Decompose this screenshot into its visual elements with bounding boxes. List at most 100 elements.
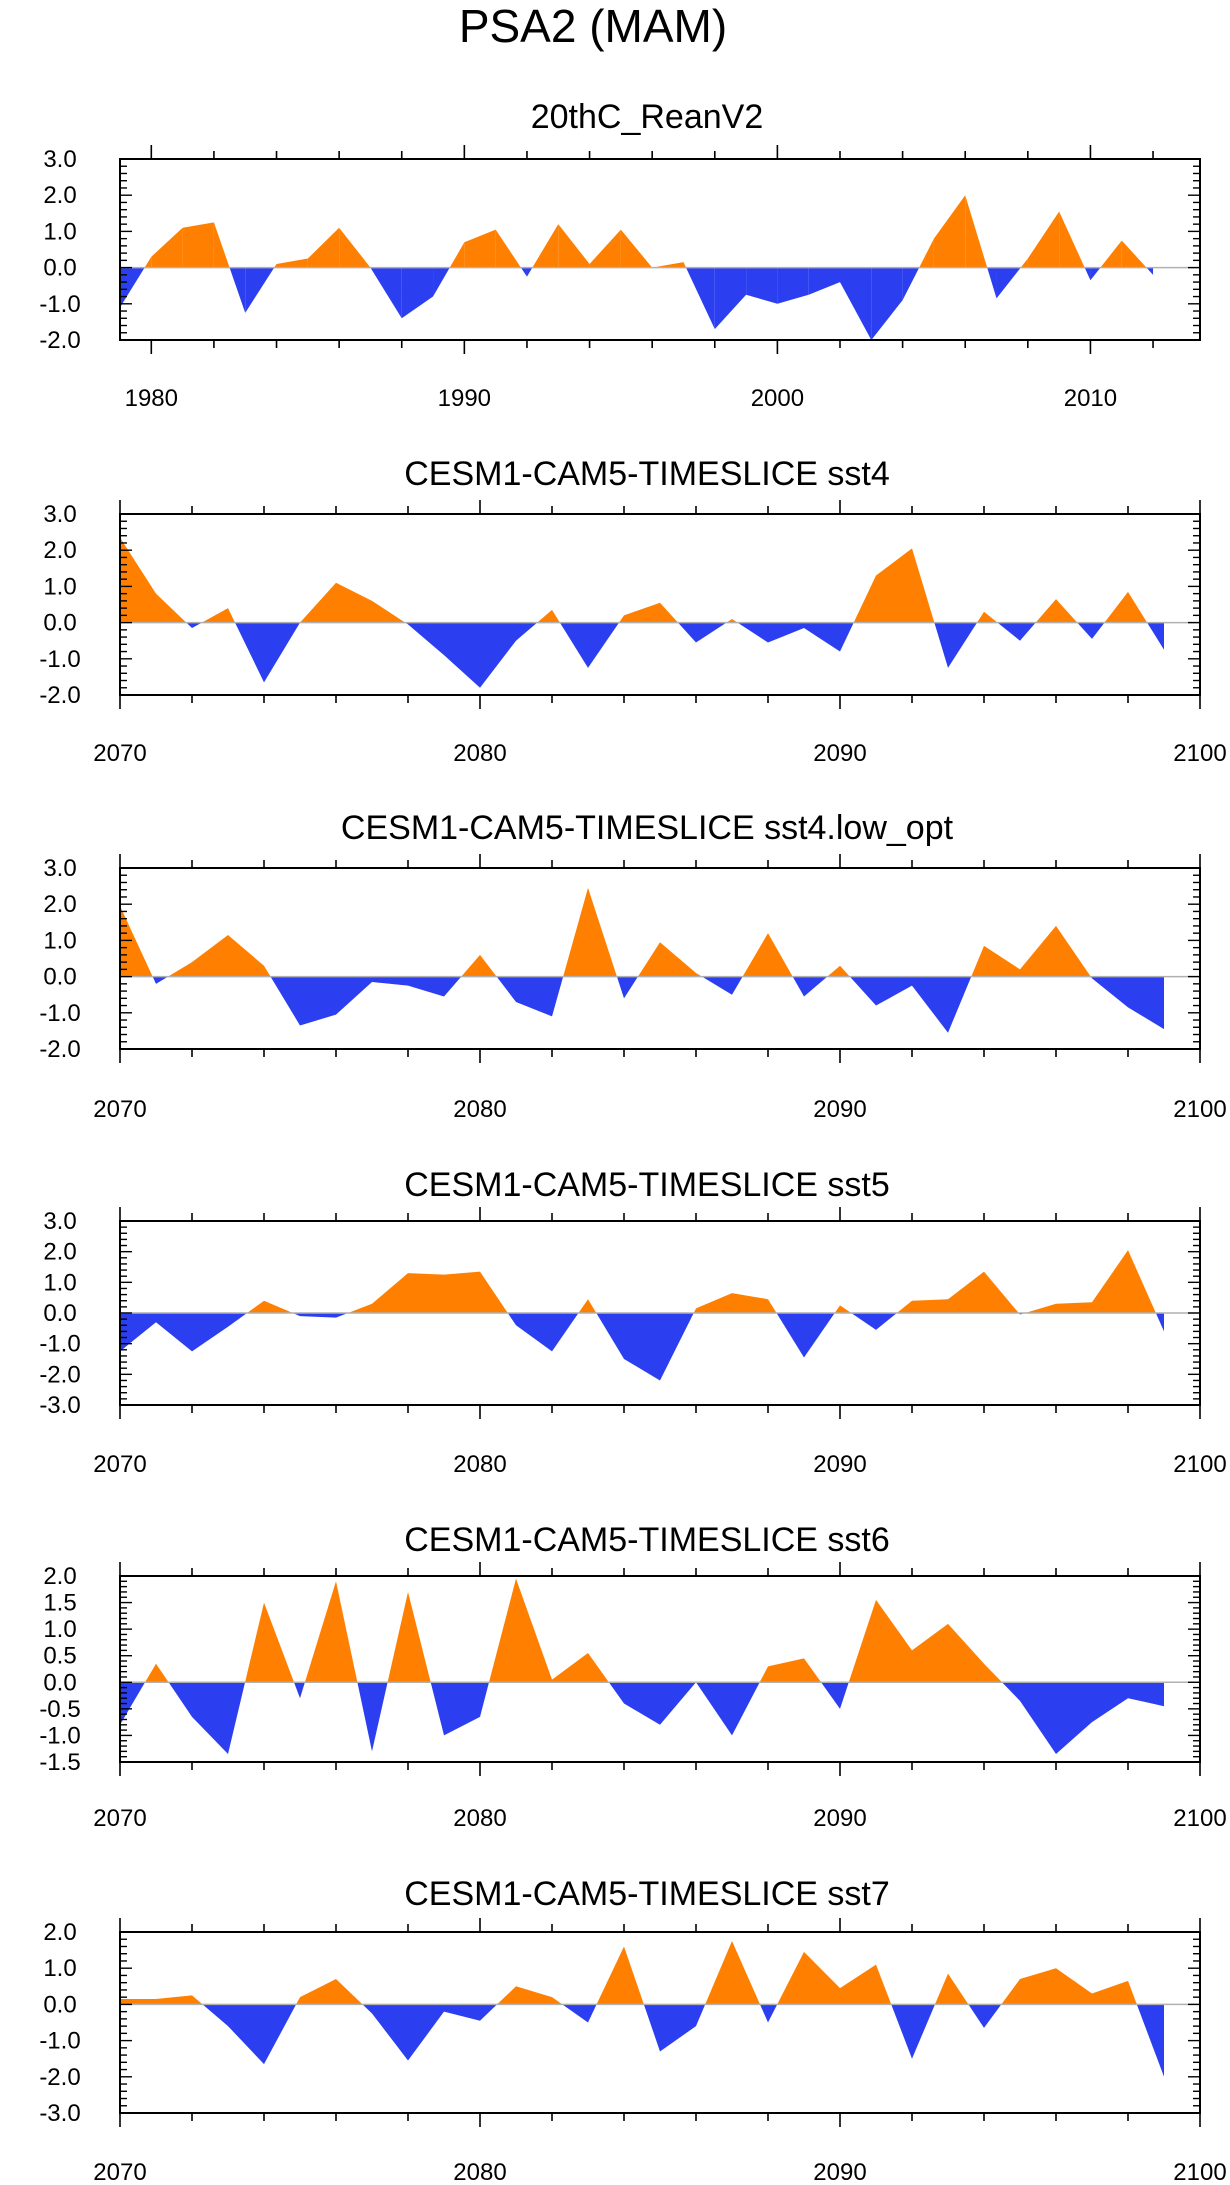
positive-area-27b xyxy=(1104,591,1128,623)
positive-area-28a xyxy=(1128,1980,1137,2005)
positive-area-24b xyxy=(1001,1979,1020,2005)
panel-title: CESM1-CAM5-TIMESLICE sst4.low_opt xyxy=(341,809,954,847)
positive-area-9 xyxy=(444,1271,480,1313)
positive-area-15 xyxy=(660,942,696,977)
negative-area-4a xyxy=(245,267,275,313)
negative-area-28 xyxy=(1128,976,1164,1030)
negative-area-25a xyxy=(1020,622,1036,641)
positive-area-8 xyxy=(408,1273,444,1313)
negative-area-13b xyxy=(596,1313,624,1359)
positive-area-7b xyxy=(387,1591,408,1683)
negative-area-28b xyxy=(1155,1313,1164,1332)
positive-area-19b xyxy=(834,1305,840,1313)
positive-area-12a xyxy=(552,609,560,623)
positive-area-8a xyxy=(408,1591,431,1683)
positive-area-22 xyxy=(912,1623,948,1683)
negative-area-9a xyxy=(444,976,462,997)
positive-area-31b xyxy=(1100,240,1122,268)
chart-panel-2: CESM1-CAM5-TIMESLICE sst4 2070 2080 2090 210… xyxy=(39,455,1226,767)
negative-area-22 xyxy=(808,267,840,295)
positive-area-22a xyxy=(912,548,935,623)
y-tick-label: 3.0 xyxy=(43,1208,76,1235)
negative-area-4 xyxy=(264,622,300,683)
y-tick-label: -1.0 xyxy=(39,1331,80,1358)
negative-area-3b xyxy=(235,622,264,683)
negative-area-15 xyxy=(660,1682,696,1725)
y-tick-label: 1.0 xyxy=(43,927,76,954)
negative-area-14a xyxy=(624,976,638,999)
positive-area-18a xyxy=(768,1299,777,1313)
positive-area-23b xyxy=(977,611,984,623)
negative-area-7a xyxy=(372,1682,388,1752)
negative-area-10a xyxy=(433,267,450,297)
x-tick-label: 2080 xyxy=(453,1451,506,1478)
x-tick-label: 2090 xyxy=(813,1451,866,1478)
panel-title: CESM1-CAM5-TIMESLICE sst6 xyxy=(404,1521,890,1559)
negative-area-20 xyxy=(746,267,778,304)
y-tick-label: -0.5 xyxy=(39,1696,80,1723)
negative-area-12b xyxy=(520,267,527,277)
negative-area-15a xyxy=(660,1313,694,1381)
positive-area-25b xyxy=(919,238,934,268)
negative-area-3b xyxy=(229,267,246,313)
x-tick-label: 2070 xyxy=(93,1096,146,1123)
negative-area-22b xyxy=(934,622,948,668)
positive-area-21 xyxy=(876,548,912,623)
positive-area-21a xyxy=(876,1964,892,2005)
positive-area-28b xyxy=(1020,258,1028,268)
positive-area-25b xyxy=(1035,599,1056,623)
positive-area-15 xyxy=(589,229,621,268)
positive-area-18a xyxy=(683,262,687,268)
positive-area-24a xyxy=(984,1271,1019,1313)
y-tick-label: 0.0 xyxy=(43,610,76,637)
positive-area-3 xyxy=(228,934,264,977)
positive-area-26 xyxy=(1056,1302,1092,1313)
positive-area-12b xyxy=(578,1299,588,1313)
y-tick-label: 0.0 xyxy=(43,1669,76,1696)
positive-area-11b xyxy=(537,609,552,623)
negative-area-21b xyxy=(891,2004,912,2059)
positive-area-19 xyxy=(804,1951,840,2005)
chart-panel-1: 20thC_ReanV2 1980 1990 2000 2010 3.0 2.0 1.0 0.0… xyxy=(39,98,1201,412)
positive-area-1b xyxy=(168,962,192,977)
positive-area-28a xyxy=(1128,1250,1156,1313)
negative-area-26b xyxy=(1077,622,1092,639)
positive-area-1 xyxy=(156,1995,192,2005)
negative-area-0a xyxy=(120,267,145,308)
x-tick-label: 2080 xyxy=(453,1805,506,1832)
y-tick-label: 2.0 xyxy=(43,182,76,209)
negative-area-6 xyxy=(336,976,372,1015)
panel-title: CESM1-CAM5-TIMESLICE sst4 xyxy=(404,455,890,493)
positive-area-2 xyxy=(182,222,214,268)
positive-area-5 xyxy=(300,582,336,623)
positive-area-22b xyxy=(934,1973,948,2005)
negative-area-18b xyxy=(792,976,804,997)
negative-area-21 xyxy=(876,976,912,1006)
figure-title: PSA2 (MAM) xyxy=(459,0,727,52)
positive-area-12a xyxy=(552,1997,563,2005)
y-tick-label: 2.0 xyxy=(43,891,76,918)
y-tick-label: -2.0 xyxy=(39,1361,80,1388)
y-tick-label: 2.0 xyxy=(43,537,76,564)
positive-area-0 xyxy=(120,537,156,623)
positive-area-16b xyxy=(726,618,732,623)
x-tick-label: 2090 xyxy=(813,2159,866,2185)
y-tick-label: 1.0 xyxy=(43,573,76,600)
positive-area-24 xyxy=(984,945,1020,977)
negative-area-8 xyxy=(408,976,444,997)
negative-area-1 xyxy=(156,1313,192,1352)
negative-area-20b xyxy=(849,976,876,1006)
plot-frame xyxy=(119,1931,1201,2114)
negative-area-1b xyxy=(168,1682,192,1717)
negative-area-26 xyxy=(1056,1682,1092,1755)
negative-area-18 xyxy=(768,622,804,643)
positive-area-30a xyxy=(1059,211,1085,268)
x-tick-label: 1980 xyxy=(125,385,178,412)
positive-area-21 xyxy=(876,1599,912,1683)
positive-area-29 xyxy=(1027,211,1060,268)
negative-area-27a xyxy=(1092,622,1105,639)
positive-area-5 xyxy=(276,258,308,268)
positive-area-32a xyxy=(1121,240,1147,268)
x-tick-label: 2010 xyxy=(1064,385,1117,412)
negative-area-22a xyxy=(912,2004,935,2059)
